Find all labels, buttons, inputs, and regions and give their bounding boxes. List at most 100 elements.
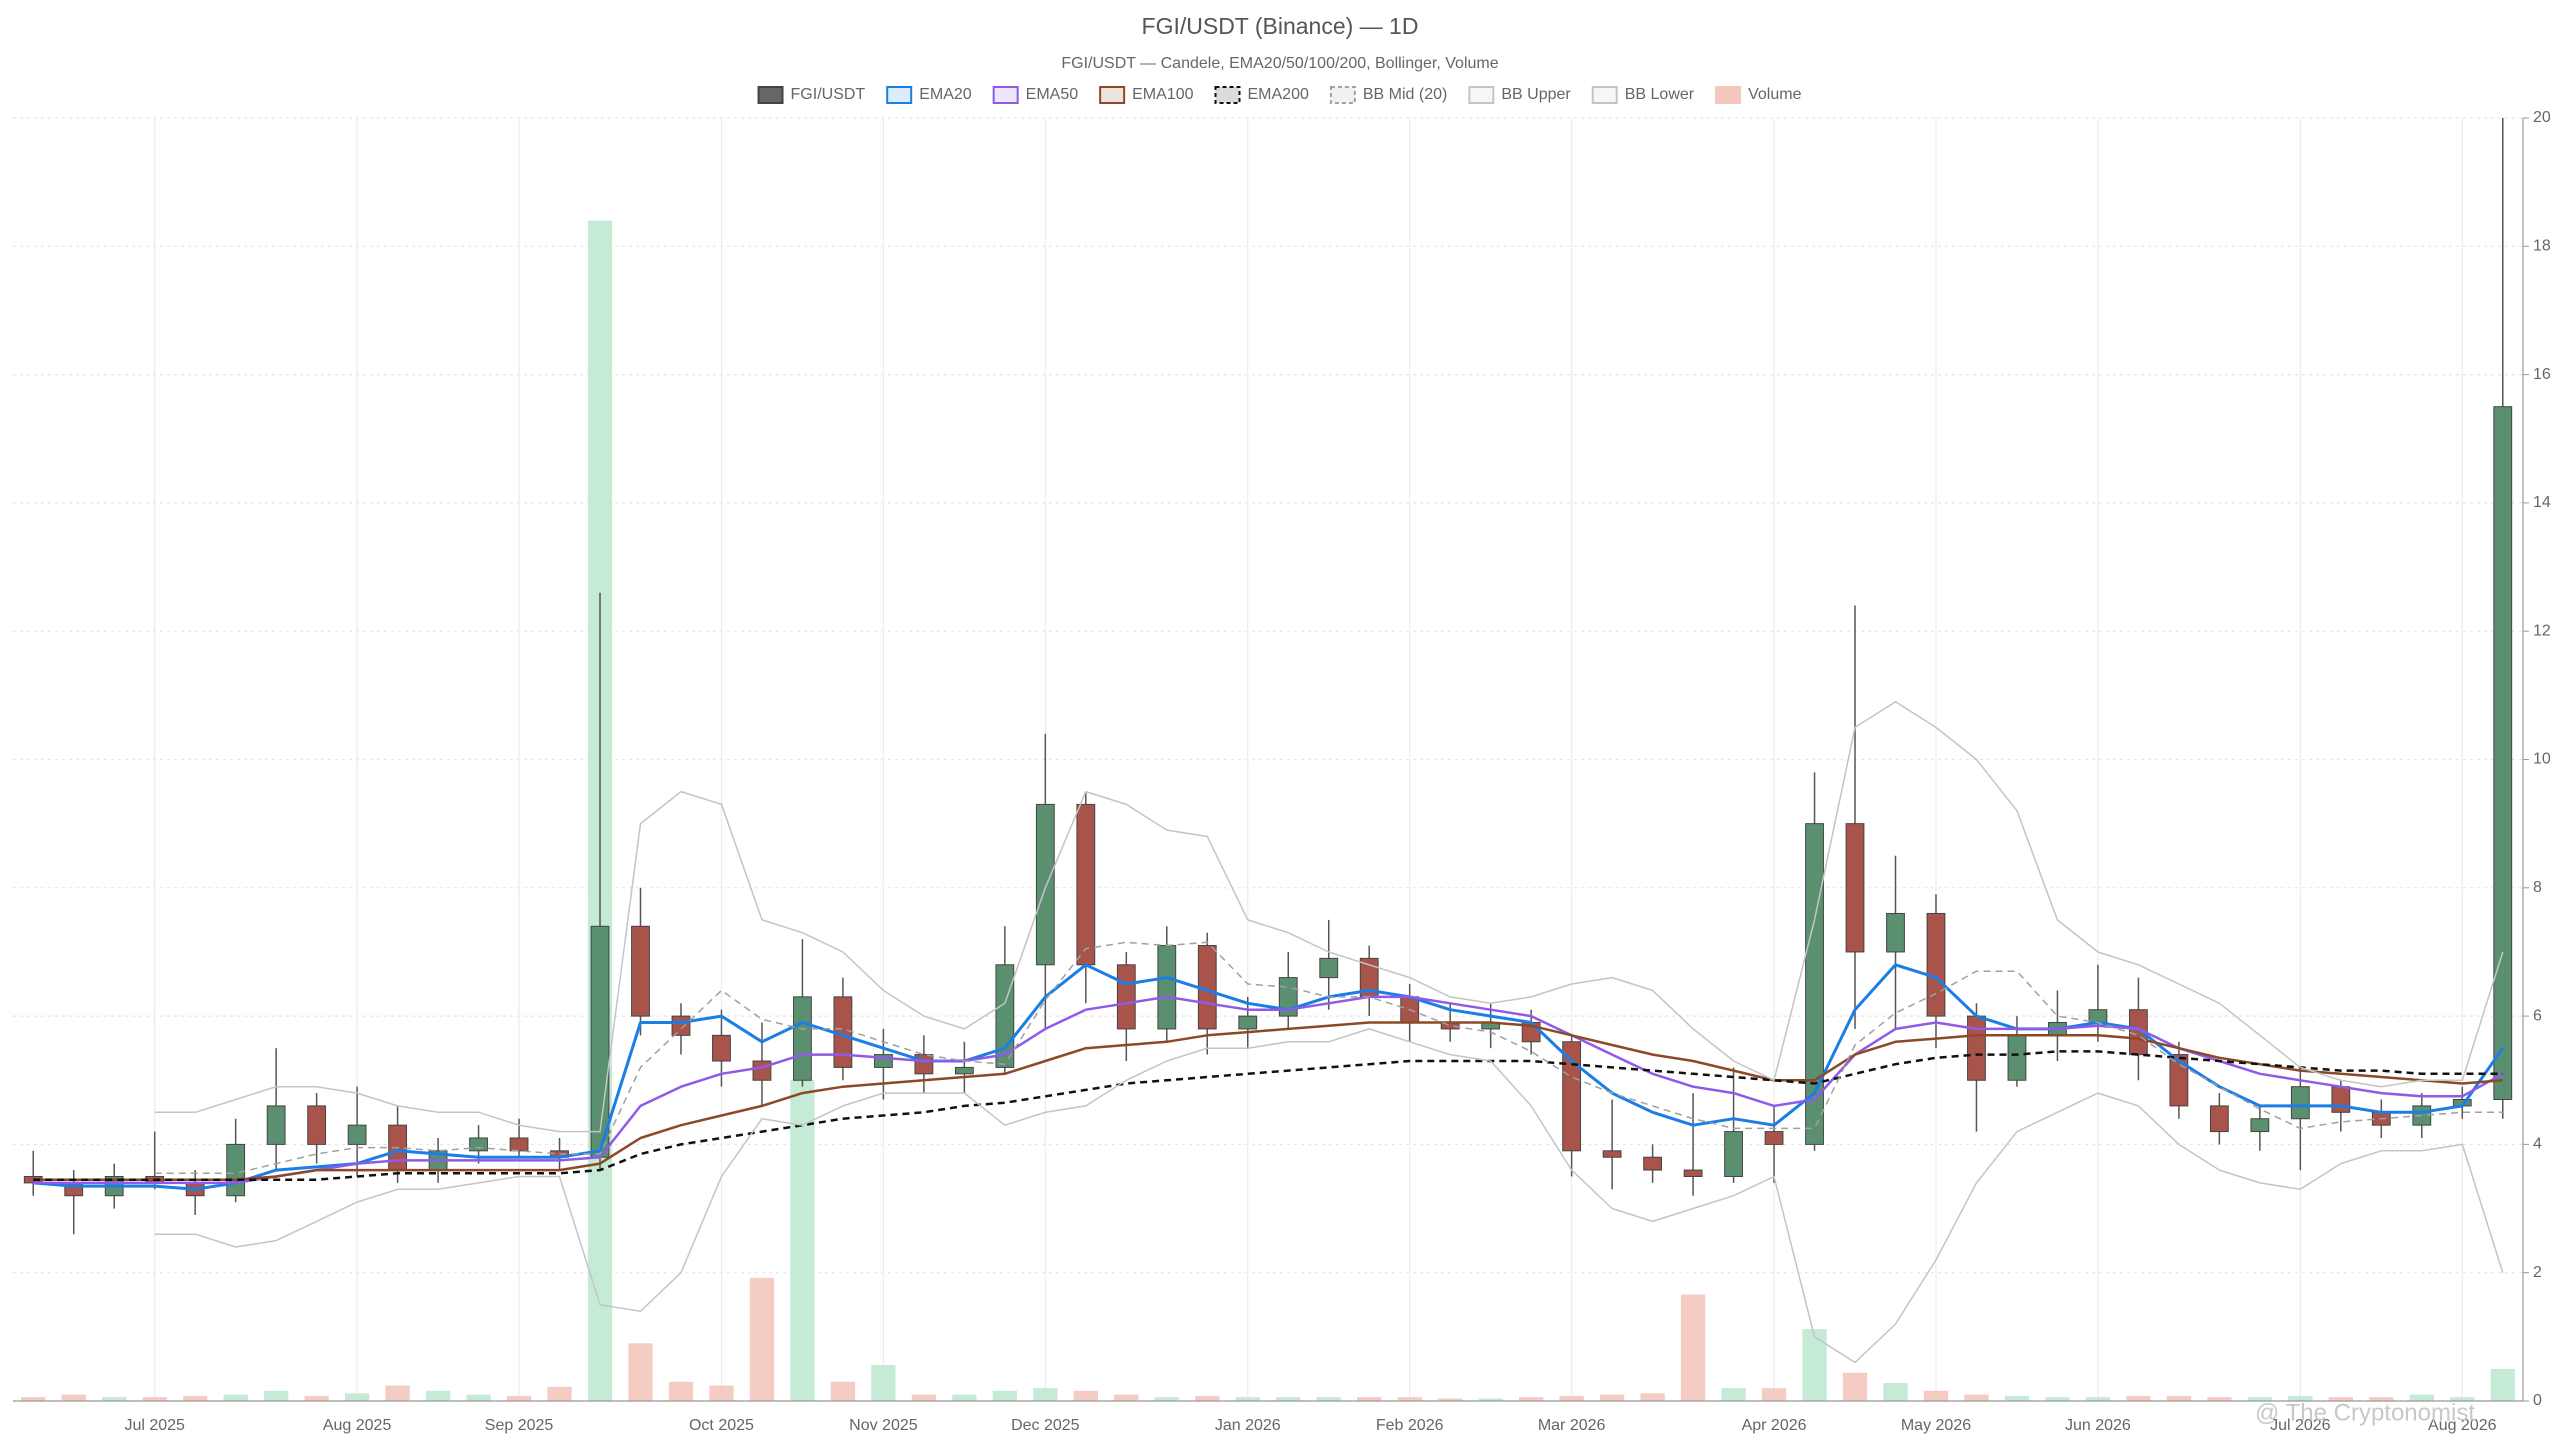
volume-bar xyxy=(2409,1394,2434,1401)
candle-body xyxy=(1238,1015,1258,1030)
candle-body xyxy=(1845,823,1865,953)
volume-bar xyxy=(466,1394,491,1401)
volume-bar xyxy=(425,1390,451,1401)
volume-bar xyxy=(1640,1393,1665,1401)
grid xyxy=(13,117,2523,1402)
y-tick-label: 4 xyxy=(2533,1136,2542,1153)
legend-swatch xyxy=(1329,86,1356,104)
legend-label: EMA200 xyxy=(1248,86,1309,103)
candle-body xyxy=(1076,803,1096,966)
legend-label: BB Mid (20) xyxy=(1363,86,1447,103)
y-tick-label: 12 xyxy=(2533,622,2551,639)
x-tick-label: Sep 2025 xyxy=(485,1417,554,1434)
volume-bar xyxy=(1478,1398,1503,1401)
volume-bar xyxy=(1559,1395,1584,1401)
volume-bar xyxy=(344,1393,370,1401)
candle-body xyxy=(2250,1118,2270,1133)
legend-swatch xyxy=(1715,86,1742,104)
volume-bar xyxy=(2126,1395,2151,1401)
volume-bar xyxy=(1923,1390,1949,1401)
x-tick-label: Mar 2026 xyxy=(1538,1417,1606,1434)
legend: FGI/USDT EMA20 EMA50 EMA100 EMA200 BB Mid (20… xyxy=(757,86,1802,104)
candle-body xyxy=(1764,1131,1784,1145)
candle-body xyxy=(1319,957,1339,979)
volume-bar xyxy=(1599,1394,1625,1401)
candle-body xyxy=(469,1137,488,1152)
volume-bar xyxy=(2288,1395,2313,1401)
candle-body xyxy=(1116,964,1136,1030)
volume-bar xyxy=(304,1395,329,1401)
volume-bar xyxy=(2166,1395,2192,1401)
volume-bar xyxy=(2490,1368,2515,1401)
volume-bar xyxy=(1114,1394,1139,1401)
volume-bar xyxy=(264,1390,289,1401)
candle-body xyxy=(954,1066,974,1075)
y-tick-label: 18 xyxy=(2533,238,2551,255)
legend-item: BB Mid (20) xyxy=(1329,86,1447,104)
candle-body xyxy=(1157,945,1177,1030)
candle-body xyxy=(2331,1086,2351,1113)
line-ema200 xyxy=(33,1050,2503,1181)
legend-label: EMA100 xyxy=(1132,86,1193,103)
candle-body xyxy=(307,1105,327,1145)
line-bb-mid-20 xyxy=(154,941,2503,1175)
line-ema50 xyxy=(33,995,2504,1185)
volume-bar xyxy=(1761,1388,1787,1401)
x-tick-label: Nov 2025 xyxy=(849,1417,918,1434)
volume-bar xyxy=(2085,1397,2111,1401)
candle-body xyxy=(2088,1009,2108,1024)
volume-bar xyxy=(1033,1388,1058,1401)
legend-label: BB Upper xyxy=(1501,86,1571,103)
volume-bar xyxy=(2207,1397,2232,1401)
legend-item: EMA200 xyxy=(1214,86,1309,104)
volume-bar xyxy=(102,1397,127,1401)
volume-bar xyxy=(1438,1398,1463,1401)
volume-bar xyxy=(1154,1397,1179,1401)
x-tick-label: Aug 2025 xyxy=(323,1417,392,1434)
candle-body xyxy=(631,925,650,1017)
legend-label: FGI/USDT xyxy=(791,86,866,103)
candle-body xyxy=(2493,406,2513,1100)
volume-bar xyxy=(749,1277,775,1401)
volume-bar xyxy=(2004,1395,2030,1401)
candle-body xyxy=(1886,912,1905,953)
candle-body xyxy=(1643,1156,1663,1171)
legend-swatch xyxy=(886,86,913,104)
x-tick-label: Oct 2025 xyxy=(689,1417,754,1434)
volume-bar xyxy=(790,1080,815,1401)
candle-body xyxy=(2290,1086,2310,1120)
legend-label: BB Lower xyxy=(1625,86,1695,103)
x-tick-label: Aug 2026 xyxy=(2428,1417,2497,1434)
volume-bar xyxy=(1357,1397,1382,1401)
volume-bar xyxy=(952,1394,977,1401)
volume-bar xyxy=(1073,1390,1098,1401)
volume-bar xyxy=(547,1386,572,1401)
volume-bar xyxy=(183,1395,208,1401)
volume-bar xyxy=(1397,1397,1422,1401)
volume-bar xyxy=(1519,1397,1544,1401)
line-bb-upper xyxy=(154,701,2504,1133)
candle-body xyxy=(1035,803,1055,966)
candle-body xyxy=(1724,1131,1743,1177)
x-tick-label: Jan 2026 xyxy=(1215,1417,1281,1434)
y-tick-label: 20 xyxy=(2533,109,2551,126)
volume-bar xyxy=(709,1385,734,1401)
candle-body xyxy=(2209,1105,2229,1133)
candle-body xyxy=(1602,1150,1622,1158)
x-tick-label: Dec 2025 xyxy=(1011,1417,1080,1434)
legend-label: EMA20 xyxy=(919,86,972,103)
x-tick-label: May 2026 xyxy=(1901,1417,1971,1434)
volume-bar xyxy=(911,1394,937,1401)
legend-item: EMA50 xyxy=(992,86,1078,104)
legend-item: FGI/USDT xyxy=(757,86,866,104)
volume-bar xyxy=(142,1397,167,1401)
volume-bar xyxy=(1195,1395,1220,1401)
volume-bar xyxy=(2045,1397,2070,1401)
chart-title: FGI/USDT (Binance) — 1D xyxy=(1142,13,1419,39)
volume-bar xyxy=(2328,1397,2353,1401)
x-tick-label: Jun 2026 xyxy=(2065,1417,2131,1434)
volume-bar xyxy=(1316,1397,1341,1401)
volume-bar xyxy=(992,1390,1017,1401)
legend-swatch xyxy=(1468,86,1495,104)
volume-bar xyxy=(1276,1397,1301,1401)
